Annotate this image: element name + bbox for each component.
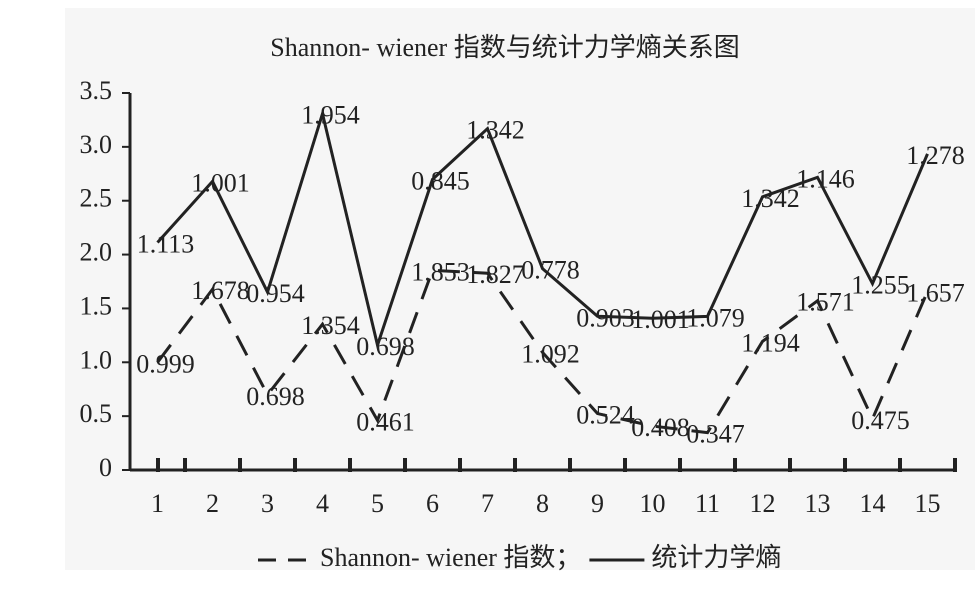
data-label: 1.657 [906, 278, 965, 307]
data-label: 1.079 [686, 303, 745, 332]
y-tick-label: 3.5 [80, 76, 113, 105]
y-tick-label: 0 [99, 453, 112, 482]
series-line [156, 107, 929, 351]
data-label: 1.827 [466, 260, 525, 289]
data-label: 0.475 [851, 406, 910, 435]
data-label: 1.113 [137, 229, 195, 258]
data-label: 0.954 [246, 279, 305, 308]
data-label: 1.678 [191, 276, 250, 305]
data-label: 0.999 [136, 349, 195, 378]
y-tick-label: 2.0 [80, 238, 113, 267]
data-label: 1.954 [301, 101, 360, 130]
data-label: 0.698 [246, 382, 305, 411]
x-tick-label: 5 [371, 489, 384, 518]
x-tick-label: 11 [695, 489, 720, 518]
x-tick-label: 8 [536, 489, 549, 518]
legend-label: Shannon- wiener 指数； [320, 543, 581, 572]
data-label: 1.342 [466, 116, 525, 145]
data-label: 0.408 [631, 413, 690, 442]
data-label: 0.461 [356, 407, 415, 436]
x-tick-label: 13 [805, 489, 831, 518]
data-label: 0.845 [411, 166, 470, 195]
x-tick-label: 3 [261, 489, 274, 518]
data-label: 0.524 [576, 401, 635, 430]
data-label: 1.278 [906, 141, 965, 170]
data-label: 0.698 [356, 332, 415, 361]
data-label: 1.001 [631, 305, 690, 334]
data-label: 1.571 [796, 288, 855, 317]
chart-background [65, 8, 975, 570]
x-tick-label: 7 [481, 489, 494, 518]
y-tick-label: 3.0 [80, 130, 113, 159]
series-line [156, 268, 929, 435]
y-tick-label: 1.0 [80, 345, 113, 374]
x-tick-label: 14 [860, 489, 886, 518]
x-tick-label: 10 [640, 489, 666, 518]
data-label: 1.001 [191, 168, 250, 197]
data-label: 1.092 [521, 339, 580, 368]
data-label: 1.255 [851, 271, 910, 300]
data-label: 0.778 [521, 256, 580, 285]
y-tick-label: 2.5 [80, 184, 113, 213]
data-label: 0.903 [576, 303, 635, 332]
x-tick-label: 2 [206, 489, 219, 518]
data-label: 1.354 [301, 311, 360, 340]
x-tick-label: 4 [316, 489, 329, 518]
legend-label: 统计力学熵 [651, 543, 781, 572]
x-tick-label: 6 [426, 489, 439, 518]
x-tick-label: 1 [151, 489, 164, 518]
x-tick-label: 12 [750, 489, 776, 518]
data-label: 1.853 [411, 257, 470, 286]
x-tick-label: 9 [591, 489, 604, 518]
y-tick-label: 0.5 [80, 399, 113, 428]
y-tick-label: 1.5 [80, 291, 113, 320]
data-label: 0.347 [686, 420, 745, 449]
chart-title: Shannon- wiener 指数与统计力学熵关系图 [270, 33, 739, 62]
x-tick-label: 15 [915, 489, 941, 518]
data-label: 1.194 [741, 328, 800, 357]
data-label: 1.342 [741, 184, 800, 213]
data-label: 1.146 [796, 164, 855, 193]
